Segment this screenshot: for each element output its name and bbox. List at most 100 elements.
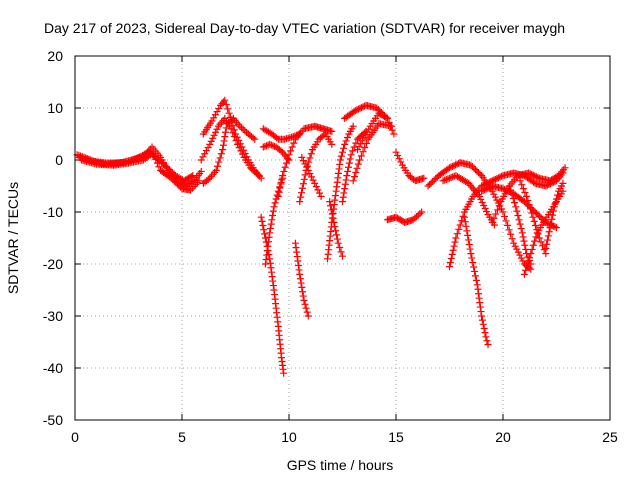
data-point [356,104,364,112]
data-point [266,255,274,263]
data-point [259,143,267,151]
data-point [304,166,312,174]
data-point [237,124,245,132]
data-point [526,205,534,213]
data-point [241,127,249,135]
data-point [197,156,205,164]
data-point [530,217,538,225]
data-point [507,230,515,238]
data-point [333,178,341,186]
data-point [495,202,503,210]
data-point [453,230,461,238]
data-point [293,248,301,256]
data-point [476,299,484,307]
data-point [299,288,307,296]
data-point [482,185,490,193]
y-tick-labels: -50 -40 -30 -20 -10 0 10 20 [43,48,63,428]
data-point [446,174,453,182]
data-point [222,128,230,136]
data-point [258,217,266,225]
data-point [220,137,228,145]
data-point [282,159,290,167]
x-tick-label: 0 [71,429,79,445]
y-tick-label: 10 [47,100,63,116]
data-point [301,160,309,168]
data-point [266,224,274,232]
data-point [453,160,461,168]
data-point [480,324,488,332]
data-point [499,185,507,193]
data-point [269,207,277,215]
data-point [332,227,340,235]
series-arc-26 [439,172,498,229]
data-point [542,244,550,252]
data-point [296,270,304,278]
data-point [212,166,220,174]
data-point [332,187,340,195]
data-point [385,118,393,126]
data-point [464,236,472,244]
data-point [336,156,344,164]
data-point [392,148,400,156]
data-point [508,235,516,243]
data-point [266,140,274,148]
data-point [251,135,259,143]
data-point [553,195,560,203]
data-point [293,253,301,261]
data-point [446,259,454,267]
data-point [349,122,357,130]
data-point [512,203,520,211]
data-point [537,214,545,222]
data-point [263,142,271,150]
data-point [269,282,277,290]
data-point [544,236,552,244]
data-point [551,223,559,231]
series-arc-32 [542,179,567,252]
data-point [259,222,267,230]
data-point [424,182,432,190]
data-point [234,140,242,148]
data-point [334,174,342,182]
data-point [461,218,469,226]
data-point [534,173,542,181]
data-point [468,254,476,262]
data-point [525,169,533,177]
data-point [345,159,353,167]
data-point [387,122,395,130]
data-point [524,197,532,205]
y-axis-label: SDTVAR / TECUs [5,182,21,294]
data-point [164,164,172,172]
data-point [270,203,278,211]
data-point [516,220,524,228]
data-point [529,241,537,249]
data-point [268,268,276,276]
data-point [490,190,498,198]
x-axis-label: GPS time / hours [287,457,394,473]
data-point [490,214,498,222]
data-point [481,205,489,213]
data-point [520,270,528,278]
data-point [236,122,244,130]
data-point [306,170,314,178]
data-point [343,133,351,141]
data-point [483,337,491,345]
data-point [427,179,435,187]
data-point [275,188,283,196]
data-point [474,285,482,293]
data-point [161,161,169,169]
series-arc-8 [257,213,288,377]
data-point [328,210,336,218]
data-point [269,277,277,285]
data-point [213,125,221,133]
data-point [441,176,449,184]
data-point [517,254,525,262]
data-point [279,172,287,180]
data-point [206,140,214,148]
data-point [505,182,513,190]
series-arc-30 [516,177,550,258]
data-point [546,224,554,232]
data-point [532,222,540,230]
data-point [430,176,438,184]
data-point [339,148,346,156]
data-point [543,240,551,248]
